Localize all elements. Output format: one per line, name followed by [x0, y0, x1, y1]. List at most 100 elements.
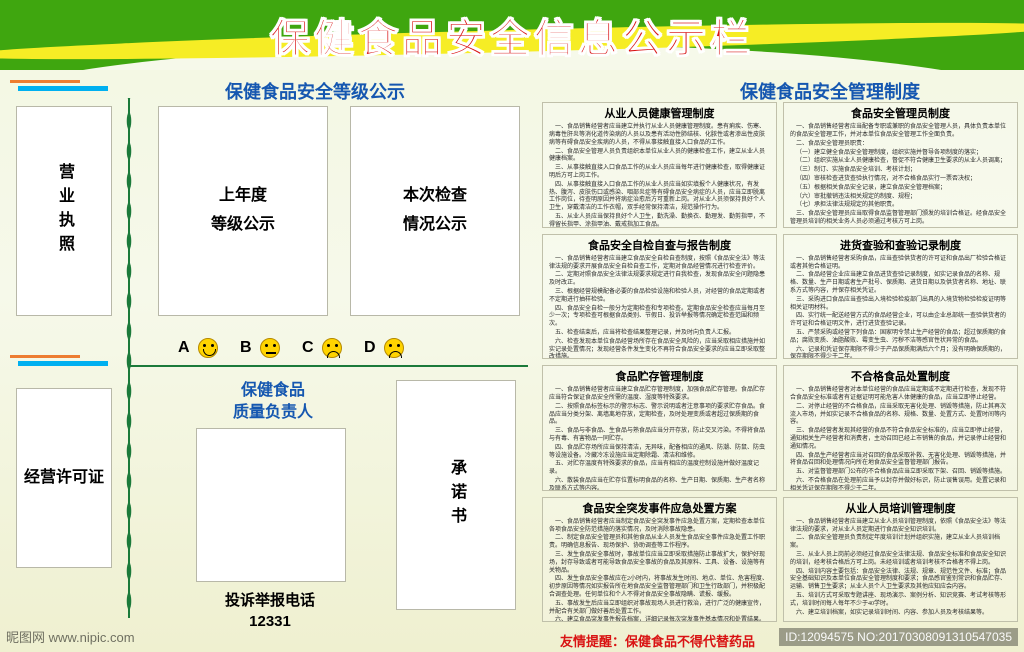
policy-card-5: 不合格食品处置制度一、食品销售经营者对本单位经营的食品应当定期或不定期进行检查，…: [783, 365, 1018, 491]
policy-line: 二、定期对照食品安全法律法规要求规定进行自我检查，发现食品安全问题隐患及时改正。: [549, 272, 770, 288]
decor-bar-mid: [10, 355, 120, 373]
policy-line: 二、食品安全管理人员负责组织本单位从业人员的健康检查工作，建立从业人员健康档案。: [549, 149, 770, 165]
slot-responsible: [196, 428, 346, 582]
decor-bar-top: [10, 80, 120, 98]
policy-line: 四、食品生产经营者应当对召回的食品采取补救、无害化处理、销毁等措施，并将食品召回…: [790, 453, 1011, 469]
policy-line: 五、对监督管理部门公布的不合格食品应当立即采取下架、召回、销毁等措施。: [790, 469, 1011, 477]
policy-line: （二）组织实施从业人员健康检查，督促不符合健康卫生要求的从业人员调离；: [790, 158, 1011, 166]
slot-permit: 经营许可证: [16, 388, 112, 568]
policy-line: 五、对贮存温度有特殊要求的食品，应当有相应的温度控制设施并做好温度记录。: [549, 461, 770, 477]
policy-line: 六、建立培训档案，如实记录培训时间、内容、参加人员及考核结果等。: [790, 610, 1011, 618]
slot-pledge: 承诺书: [396, 380, 516, 610]
policies-grid: 从业人员健康管理制度一、食品销售经营者应当建立并执行从业人员健康管理制度。患有痢…: [542, 102, 1018, 622]
rating-a: A: [178, 339, 194, 357]
policy-line: 五、培训方式可采取专题讲座、现场演示、案例分析、知识竞赛、考试考核等形式，培训时…: [790, 593, 1011, 609]
policy-line: 六、检查发现本单位食品经营场所存在食品安全风险的，应当采取相应措施并如实记录处置…: [549, 339, 770, 359]
policy-line: 六、不合格食品在处理前应当予以封存并做好标识，防止误售误用。处置记录和相关凭证保…: [790, 478, 1011, 490]
policy-title: 食品安全突发事件应急处置方案: [549, 502, 770, 516]
policy-title: 食品安全自检自查与报告制度: [549, 239, 770, 253]
rating-row: A B C D: [178, 338, 418, 358]
policy-line: （四）审核检查进货查验执行情况，对不合格食品实行一票否决权；: [790, 176, 1011, 184]
policy-line: 一、食品销售经营者应当建立食品安全自检自查制度，按照《食品安全法》等法律法规的要…: [549, 256, 770, 272]
slot-this-check-l1: 本次检查: [403, 182, 467, 211]
policy-line: 六、散装食品应当在贮存位置标明食品的名称、生产日期、保质期、生产者名称及联系方式…: [549, 478, 770, 490]
policy-line: 三、采购进口食品应当查验出入境检验检疫部门出具的入境货物检验检疫证明等相关证明材…: [790, 297, 1011, 313]
policy-line: （一）建立健全食品安全管理制度，组织实施并督导各项制度的落实；: [790, 150, 1011, 158]
policy-card-6: 食品安全突发事件应急处置方案一、食品销售经营者应当制定食品安全突发事件应急处置方…: [542, 497, 777, 623]
rating-b: B: [240, 339, 256, 357]
rating-d: D: [364, 339, 380, 357]
slot-business-license: 营业执照: [16, 106, 112, 316]
policy-line: 二、按照食品标签标示的警示标志、警示说明或者注意事项的要求贮存食品。食品应当分类…: [549, 404, 770, 427]
policy-line: 二、对停止经营的不合格食品，应当采取无害化处理、销毁等措施，防止其再次流入市场，…: [790, 404, 1011, 427]
policy-line: 二、食品安全管理员职责：: [790, 141, 1011, 149]
hotline-l1: 投诉举报电话: [170, 590, 370, 611]
hotline-l2: 12331: [170, 611, 370, 632]
policy-line: 五、从业人员应当保持良好个人卫生，勤洗澡、勤换衣、勤理发、勤剪指甲，不得留长指甲…: [549, 214, 770, 227]
section-title-right: 保健食品安全管理制度: [660, 78, 1000, 104]
slot-last-year: 上年度 等级公示: [158, 106, 328, 316]
policy-line: 六、建立食品突发事件报告档案，详细记录每次突发事件基本情况和处置结果。: [549, 617, 770, 622]
policy-title: 从业人员健康管理制度: [549, 107, 770, 121]
policy-title: 食品安全管理员制度: [790, 107, 1011, 121]
policy-line: 四、实行统一配送经营方式的食品经营企业，可以由企业总部统一查验供货者的许可证和合…: [790, 313, 1011, 329]
policy-line: 五、严禁采购或经营下列食品：国家明令禁止生产经营的食品；超过保质期的食品；腐败变…: [790, 330, 1011, 346]
policy-line: 三、食品与非食品、生食品与熟食品应当分开存放，防止交叉污染。不得将食品与有毒、有…: [549, 428, 770, 444]
responsible-l2: 质量负责人: [178, 402, 368, 424]
policy-line: 一、食品销售经营者应当建立并执行从业人员健康管理制度。患有痢疾、伤寒、病毒性肝炎…: [549, 124, 770, 147]
horizontal-divider: [128, 365, 528, 367]
policy-line: 四、培训内容主要包括：食品安全法律、法规、规章、规范性文件、标准；食品安全基础知…: [790, 569, 1011, 592]
slot-last-year-l1: 上年度: [219, 182, 267, 211]
slot-this-check: 本次检查 情况公示: [350, 106, 520, 316]
policy-line: 一、食品销售经营者对本单位经营的食品应当定期或不定期进行检查，发现不符合食品安全…: [790, 387, 1011, 403]
responsible-label: 保健食品 质量负责人: [178, 380, 368, 425]
policy-line: 一、食品销售经营者应当制定食品安全突发事件应急处置方案，定期检查本单位各项食品安…: [549, 519, 770, 535]
policy-line: 一、食品销售经营者应当建立食品贮存管理制度，加强食品贮存管理。食品贮存应当符合保…: [549, 387, 770, 403]
policy-line: 一、食品销售经营者应当配备专职或兼职的食品安全管理人员，具体负责本单位的食品安全…: [790, 124, 1011, 140]
main-title: 保健食品安全信息公示栏: [0, 6, 1024, 64]
policy-line: （七）承担法律法规规定的其他职责。: [790, 202, 1011, 210]
policy-line: 三、食品安全管理员应当取得食品监督管理部门颁发的培训合格证。经食品安全管理员培训…: [790, 211, 1011, 227]
policy-line: （五）根据相关食品安全记录，建立食品安全管理档案；: [790, 185, 1011, 193]
smiley-sad2-icon: [384, 338, 404, 358]
policy-title: 不合格食品处置制度: [790, 370, 1011, 384]
policy-line: 六、记录和凭证保存期限不得少于产品保质期满后六个月；没有明确保质期的，保存期限不…: [790, 347, 1011, 359]
policy-line: 三、食品经营者发现其经营的食品不符合食品安全标准的，应当立即停止经营，通知相关生…: [790, 428, 1011, 451]
bulletin-board: 保健食品安全信息公示栏 保健食品安全等级公示 保健食品安全管理制度 营业执照 经…: [0, 0, 1024, 652]
policy-card-0: 从业人员健康管理制度一、食品销售经营者应当建立并执行从业人员健康管理制度。患有痢…: [542, 102, 777, 228]
policy-title: 从业人员培训管理制度: [790, 502, 1011, 516]
watermark-right: ID:12094575 NO:20170308091310547035: [779, 628, 1018, 646]
smiley-happy-icon: [198, 338, 218, 358]
smiley-sad1-icon: [322, 338, 342, 358]
policy-line: 五、事故发生后应当立即组织对事故现场人员进行救治，进行广泛的健康宣传，并配合有关…: [549, 601, 770, 617]
policy-line: 二、食品安全管理员负责制定年度培训计划并组织实施，建立从业人员培训档案。: [790, 535, 1011, 551]
smiley-neutral-icon: [260, 338, 280, 358]
section-title-left: 保健食品安全等级公示: [140, 78, 490, 104]
policy-card-2: 食品安全自检自查与报告制度一、食品销售经营者应当建立食品安全自检自查制度，按照《…: [542, 234, 777, 360]
slot-this-check-l2: 情况公示: [403, 211, 467, 240]
policy-line: 二、制定食品安全管理员和其他食品从业人员发生食品安全事件应急处置工作职责。明确信…: [549, 535, 770, 551]
policy-line: （三）制订、实施食品安全培训、考核计划；: [790, 167, 1011, 175]
policy-line: 三、从事接触直接入口食品工作的从业人员应当每年进行健康检查，取得健康证明后方可上…: [549, 165, 770, 181]
policy-line: 四、发生食品安全事故应在2小时内，将事故发生时间、地点、单位、危害程度、初步原因…: [549, 576, 770, 599]
policy-card-1: 食品安全管理员制度一、食品销售经营者应当配备专职或兼职的食品安全管理人员，具体负…: [783, 102, 1018, 228]
rating-c: C: [302, 339, 318, 357]
policy-line: 五、检查结束后，应当将检查结果整理记录，并及时向负责人汇报。: [549, 330, 770, 338]
policy-line: 三、根据经营规模配备必要的食品检验设施和检验人员，对经营的食品定期或者不定期进行…: [549, 289, 770, 305]
footer-reminder: 友情提醒：保健食品不得代替药品: [560, 631, 755, 650]
vertical-divider: [128, 98, 130, 618]
responsible-l1: 保健食品: [178, 380, 368, 402]
watermark-left: 昵图网 www.nipic.com: [6, 627, 135, 646]
policy-line: 三、从业人员上岗前必须经过食品安全法律法规、食品安全标准和食品安全知识的培训，经…: [790, 552, 1011, 568]
policy-line: 一、食品销售经营者采购食品，应当查验供货者的许可证和食品出厂检验合格证或者其他合…: [790, 256, 1011, 272]
policy-title: 食品贮存管理制度: [549, 370, 770, 384]
policy-card-3: 进货查验和查验记录制度一、食品销售经营者采购食品，应当查验供货者的许可证和食品出…: [783, 234, 1018, 360]
policy-line: 四、食品贮存场所应当保持清洁，无异味，配备相应的通风、防潮、防鼠、防虫等设施设备…: [549, 445, 770, 461]
hotline: 投诉举报电话 12331: [170, 590, 370, 632]
policy-line: 四、从事接触直接入口食品工作的从业人员应当如实填报个人健康状况，有发热、腹泻、皮…: [549, 182, 770, 213]
policy-line: 三、发生食品安全事故时，事故单位应当立即采取措施防止事故扩大，保护好现场，封存导…: [549, 552, 770, 575]
policy-card-4: 食品贮存管理制度一、食品销售经营者应当建立食品贮存管理制度，加强食品贮存管理。食…: [542, 365, 777, 491]
policy-line: 四、食品安全自检一般分为定期检查和专项检查。定期食品安全检查应当每月至少一次；专…: [549, 306, 770, 329]
slot-last-year-l2: 等级公示: [211, 211, 275, 240]
policy-title: 进货查验和查验记录制度: [790, 239, 1011, 253]
